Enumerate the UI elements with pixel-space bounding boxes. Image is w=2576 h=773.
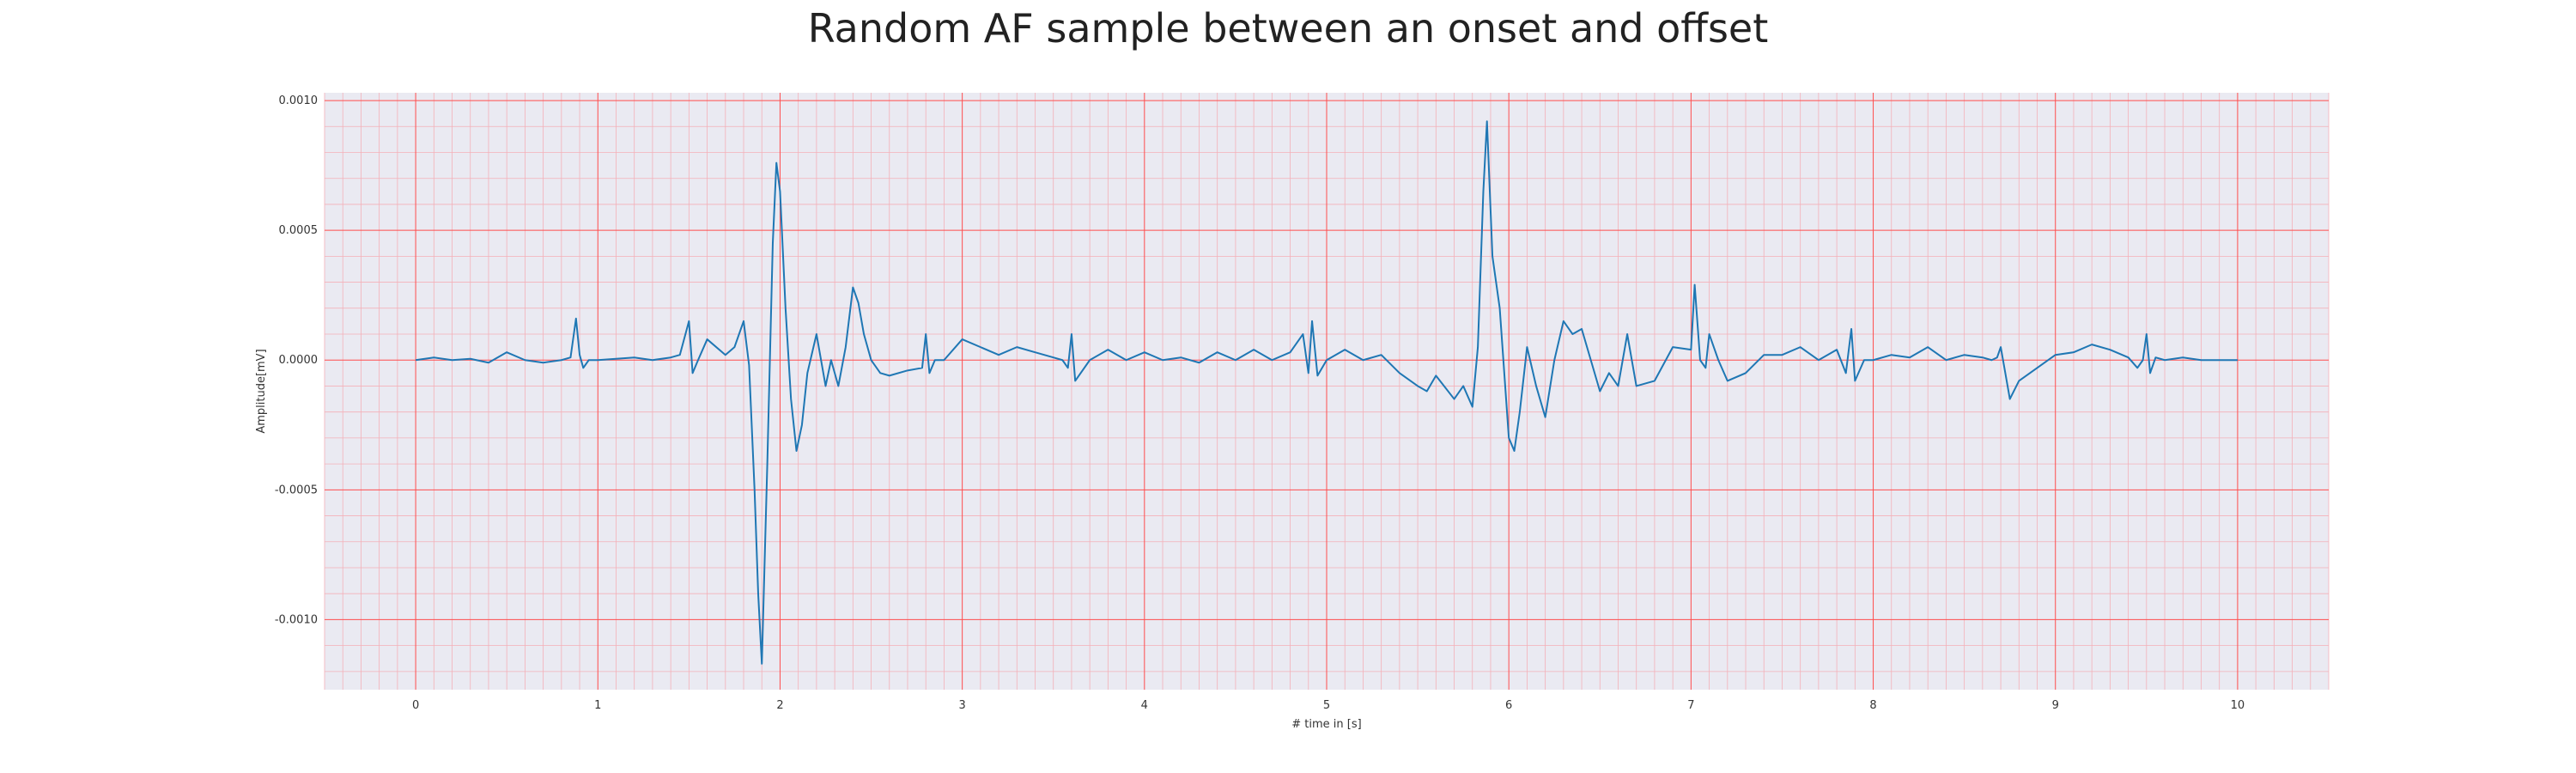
series-line <box>415 120 2238 665</box>
x-tick-label: 9 <box>2052 699 2059 712</box>
x-tick-label: 6 <box>1505 699 1512 712</box>
y-tick-label: 0.0000 <box>279 354 319 367</box>
x-tick-label: 2 <box>776 699 783 712</box>
x-axis-ticks: 0 1 2 3 4 5 6 7 8 9 10 <box>412 699 2245 712</box>
y-axis-label: Amplitude[mV] <box>255 349 268 433</box>
x-tick-label: 3 <box>958 699 965 712</box>
x-tick-label: 5 <box>1323 699 1330 712</box>
y-tick-label: 0.0005 <box>279 224 319 237</box>
y-axis-ticks: -0.0010 -0.0005 0.0000 0.0005 0.0010 <box>275 94 318 626</box>
chart-title: Random AF sample between an onset and of… <box>807 5 1769 52</box>
series-group <box>415 120 2238 665</box>
x-axis-label: # time in [s] <box>1291 718 1361 731</box>
y-tick-label: 0.0010 <box>279 94 319 107</box>
x-tick-label: 4 <box>1141 699 1148 712</box>
x-tick-label: 7 <box>1687 699 1694 712</box>
x-tick-label: 10 <box>2231 699 2245 712</box>
y-tick-label: -0.0010 <box>275 613 318 626</box>
x-tick-label: 8 <box>1869 699 1876 712</box>
y-tick-label: -0.0005 <box>275 484 318 496</box>
x-tick-label: 0 <box>412 699 419 712</box>
x-tick-label: 1 <box>594 699 601 712</box>
